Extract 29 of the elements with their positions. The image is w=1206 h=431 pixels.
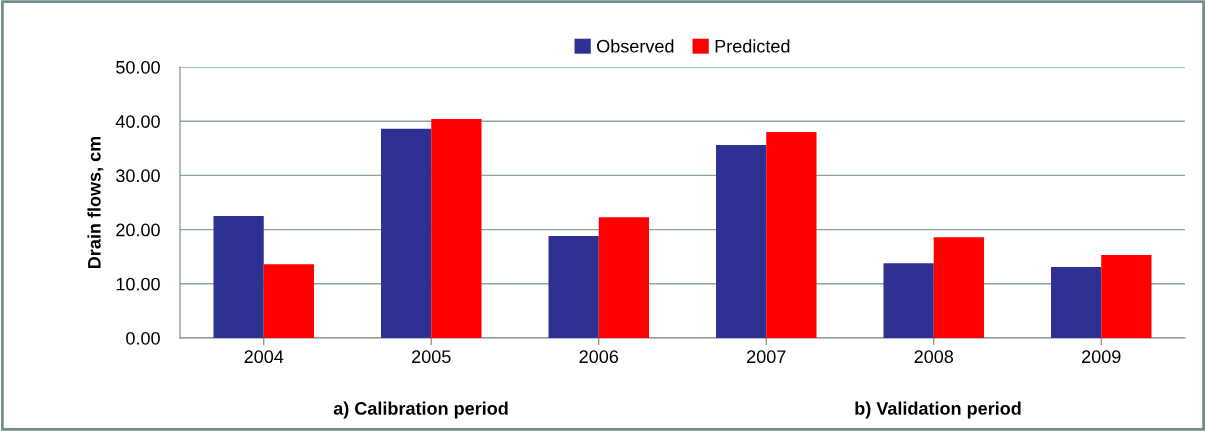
- bar: [1101, 255, 1152, 338]
- bar: [548, 236, 599, 338]
- y-tick-label: 30.00: [116, 169, 160, 183]
- text: a) Calibration period: [333, 401, 508, 419]
- bar: [381, 128, 432, 338]
- bar: [598, 217, 649, 338]
- bar: [1051, 267, 1102, 338]
- x-tick-label: 2004: [244, 350, 284, 364]
- y-tick-label: 40.00: [115, 115, 160, 128]
- text: b) Validation period: [855, 401, 1021, 419]
- bar: [716, 145, 767, 338]
- legend-label: Predicted: [715, 39, 790, 53]
- x-tick-label: 2006: [579, 350, 619, 364]
- x-tick-label: 2008: [914, 350, 954, 364]
- y-tick-label: 0.00: [126, 331, 160, 345]
- x-tick-label: 2005: [412, 350, 451, 364]
- bar: [766, 132, 817, 338]
- bar: [883, 263, 934, 338]
- y-axis-title: Drain flows, cm: [87, 136, 104, 269]
- bar: [431, 119, 482, 338]
- x-tick-label: 2007: [747, 350, 786, 364]
- legend-label: Observed: [597, 39, 674, 53]
- bar: [213, 216, 264, 338]
- bar: [263, 264, 314, 338]
- y-tick-label: 50.00: [116, 60, 160, 74]
- y-tick-label: 20.00: [116, 223, 160, 237]
- y-tick-label: 10.00: [116, 277, 160, 291]
- x-tick-label: 2009: [1082, 350, 1121, 364]
- bar: [933, 237, 984, 338]
